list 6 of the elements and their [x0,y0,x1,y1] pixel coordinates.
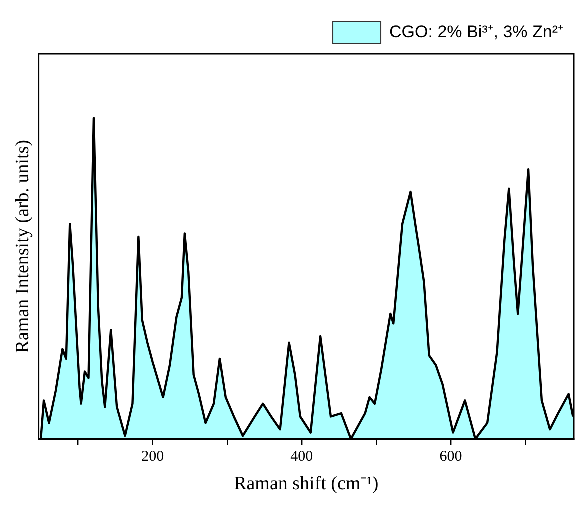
x-tick-label: 400 [290,449,314,466]
x-axis-title: Raman shift (cm⁻¹) [234,474,379,495]
x-tick-label: 200 [142,449,164,466]
y-axis-title: Raman Intensity (arb. units) [12,140,34,354]
x-tick-label: 600 [440,449,462,466]
legend-label: CGO: 2% Bi³⁺, 3% Zn²⁺ [390,22,564,42]
